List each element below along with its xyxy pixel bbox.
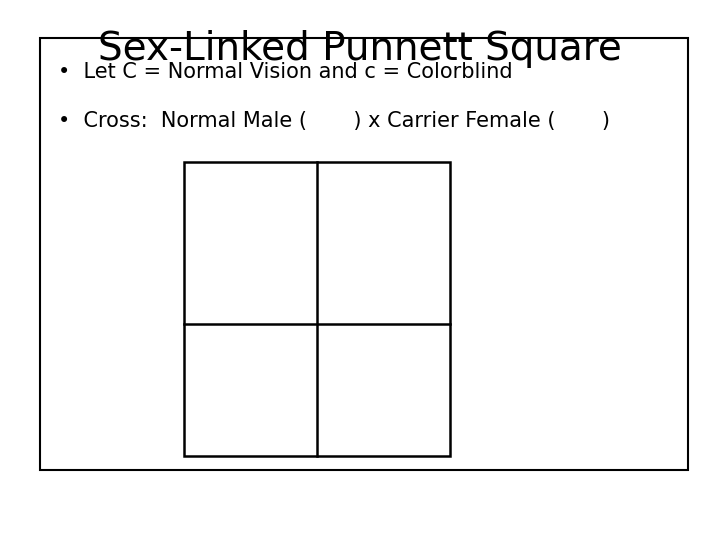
Bar — [184, 162, 450, 456]
Text: •  Let C = Normal Vision and c = Colorblind: • Let C = Normal Vision and c = Colorbli… — [58, 62, 512, 82]
Bar — [40, 38, 688, 470]
Text: •  Cross:  Normal Male (       ) x Carrier Female (       ): • Cross: Normal Male ( ) x Carrier Femal… — [58, 111, 610, 131]
Text: Sex-Linked Punnett Square: Sex-Linked Punnett Square — [98, 30, 622, 68]
